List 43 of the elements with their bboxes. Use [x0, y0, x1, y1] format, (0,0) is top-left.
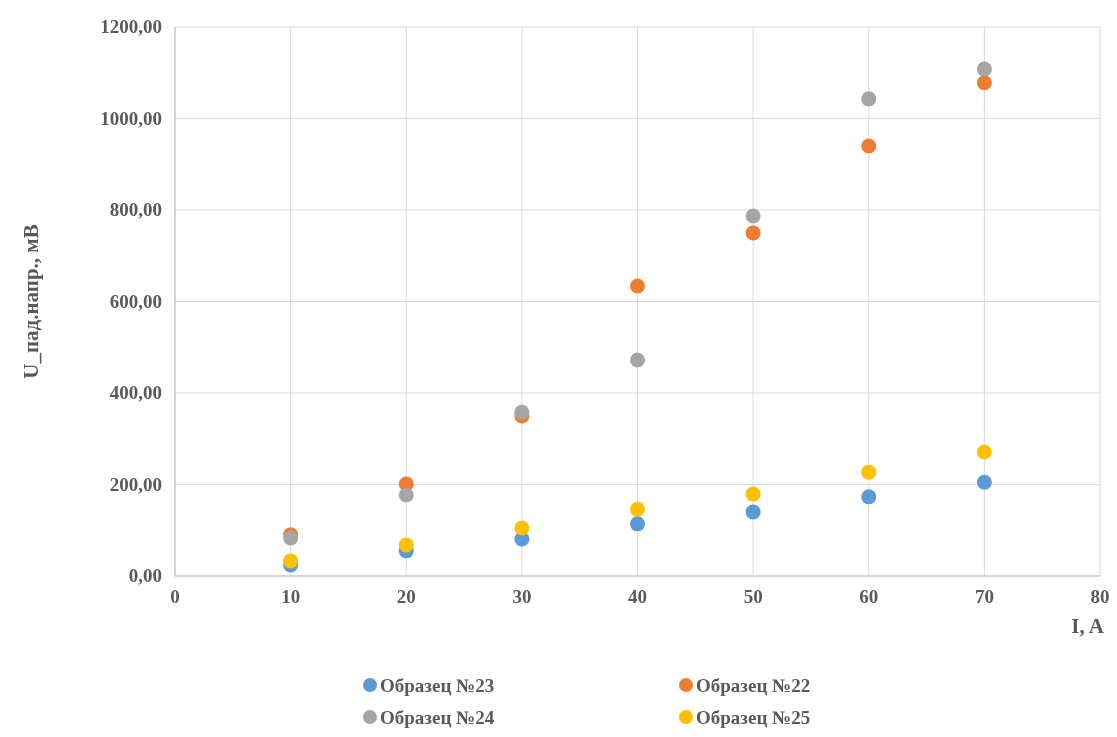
point — [745, 486, 761, 502]
point — [745, 504, 761, 520]
y-axis-title: U_пад.напр., мВ — [19, 224, 43, 379]
x-tick-label: 20 — [396, 586, 416, 607]
point — [630, 501, 645, 517]
legend-label: Образец №24 — [380, 707, 495, 728]
y-tick-label: 1200,00 — [100, 16, 162, 37]
point — [398, 487, 414, 503]
point — [976, 444, 992, 460]
x-tick-label: 60 — [859, 586, 879, 607]
legend-label: Образец №25 — [696, 707, 811, 728]
point — [976, 474, 992, 490]
x-tick-label: 80 — [1090, 586, 1110, 607]
point — [861, 489, 877, 505]
point — [630, 278, 645, 294]
point — [514, 520, 530, 536]
point — [976, 61, 992, 77]
point — [630, 352, 645, 368]
x-tick-label: 0 — [170, 586, 180, 607]
y-tick-label: 800,00 — [109, 199, 162, 220]
x-tick-label: 30 — [512, 586, 532, 607]
legend-label: Образец №22 — [696, 675, 811, 696]
point — [861, 464, 877, 480]
point — [976, 75, 992, 91]
y-tick-label: 400,00 — [109, 382, 162, 403]
point — [283, 553, 299, 569]
point — [745, 225, 761, 241]
x-axis-title: I, A — [1071, 614, 1105, 638]
x-tick-label: 40 — [628, 586, 647, 607]
point — [630, 516, 645, 532]
x-tick-label: 50 — [743, 586, 763, 607]
point — [861, 138, 877, 154]
y-tick-label: 600,00 — [109, 290, 162, 312]
legend-label: Образец №23 — [380, 675, 495, 696]
point — [514, 404, 530, 420]
x-tick-label: 70 — [974, 586, 994, 607]
y-tick-label: 0,00 — [128, 565, 162, 586]
point — [398, 537, 414, 553]
point — [745, 208, 761, 224]
y-tick-label: 200,00 — [109, 473, 162, 495]
x-tick-label: 10 — [281, 586, 301, 607]
point — [861, 91, 877, 107]
y-tick-label: 1000,00 — [100, 107, 162, 129]
